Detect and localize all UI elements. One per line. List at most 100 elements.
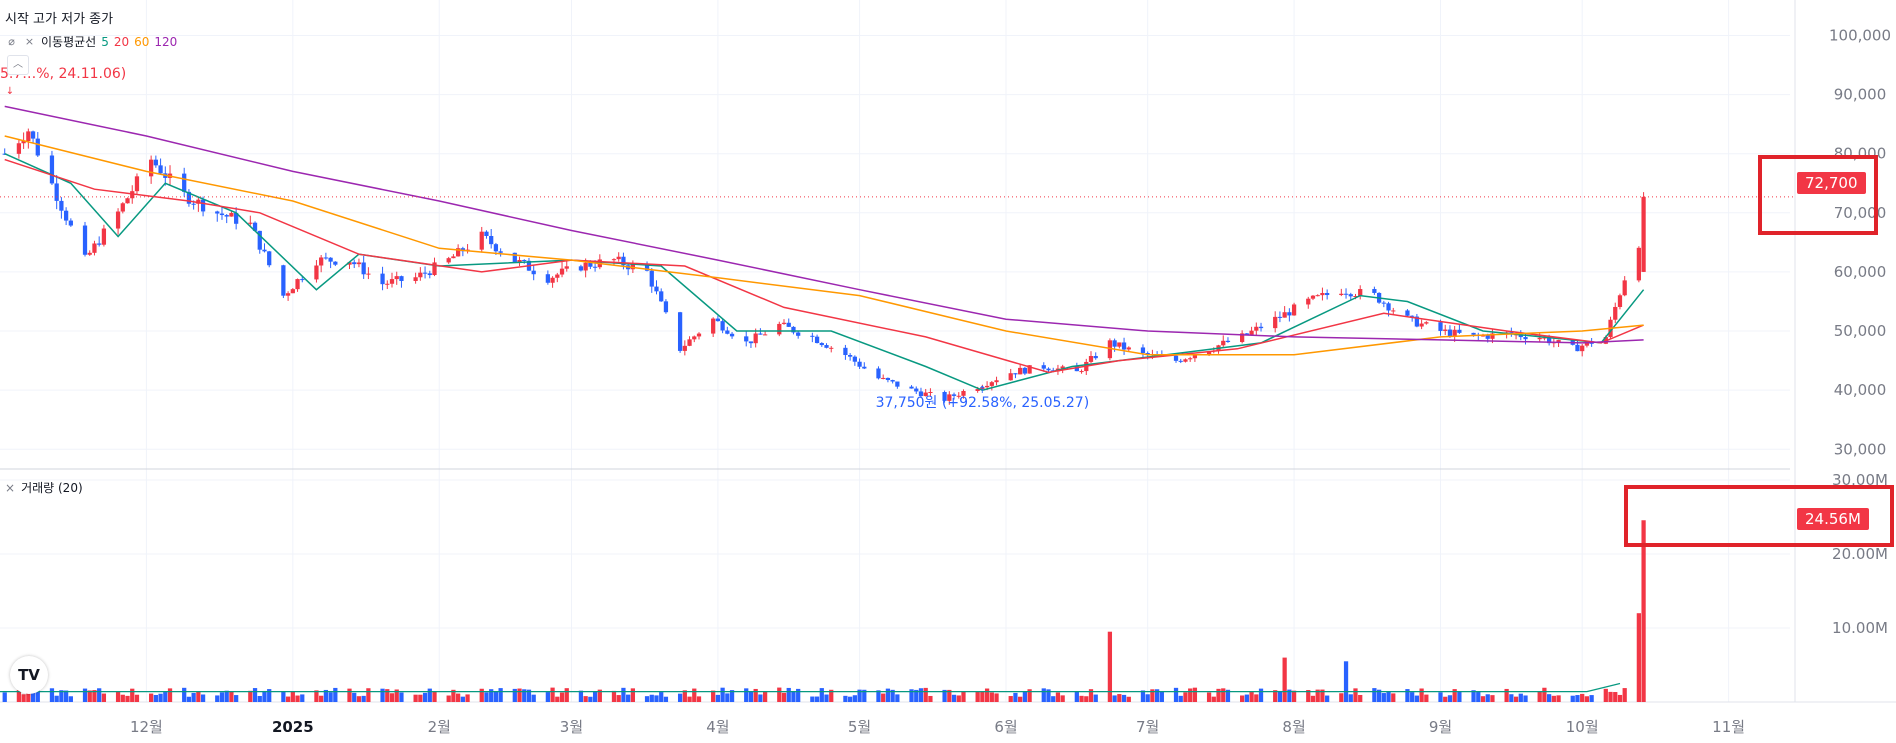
- candle-body[interactable]: [361, 262, 366, 275]
- volume-bar[interactable]: [1320, 689, 1325, 702]
- candle-body[interactable]: [1126, 347, 1131, 350]
- volume-bar[interactable]: [725, 693, 730, 702]
- volume-bar[interactable]: [1178, 695, 1183, 702]
- candle-body[interactable]: [26, 131, 31, 141]
- candle-body[interactable]: [659, 291, 664, 302]
- candle-body[interactable]: [68, 220, 73, 226]
- volume-bar[interactable]: [413, 694, 418, 702]
- candle-body[interactable]: [1490, 333, 1495, 339]
- volume-bar[interactable]: [583, 696, 588, 702]
- candle-body[interactable]: [711, 318, 716, 334]
- candle-body[interactable]: [777, 323, 782, 335]
- candle-body[interactable]: [748, 341, 754, 344]
- volume-bar[interactable]: [229, 691, 234, 702]
- volume-bar[interactable]: [1353, 688, 1358, 702]
- candle-body[interactable]: [1225, 340, 1231, 343]
- volume-bar[interactable]: [26, 687, 31, 702]
- candle-body[interactable]: [616, 256, 621, 260]
- volume-bar[interactable]: [1018, 696, 1023, 702]
- candle-body[interactable]: [1381, 302, 1386, 304]
- volume-bar[interactable]: [961, 691, 966, 702]
- volume-bar[interactable]: [1140, 690, 1146, 702]
- volume-bar[interactable]: [829, 689, 834, 702]
- candle-body[interactable]: [413, 277, 418, 281]
- candle-body[interactable]: [1391, 310, 1396, 312]
- volume-bar[interactable]: [1372, 688, 1377, 702]
- candle-body[interactable]: [1282, 312, 1287, 318]
- volume-bar[interactable]: [1240, 695, 1245, 702]
- volume-bar[interactable]: [422, 692, 428, 702]
- volume-bar[interactable]: [597, 689, 602, 702]
- candle-body[interactable]: [1008, 373, 1013, 381]
- volume-bar[interactable]: [2, 692, 7, 702]
- candle-body[interactable]: [1315, 295, 1320, 297]
- volume-bar[interactable]: [1509, 694, 1514, 702]
- volume-bar[interactable]: [720, 687, 725, 702]
- volume-bar[interactable]: [1457, 691, 1462, 702]
- candle-body[interactable]: [1613, 306, 1618, 320]
- candle-body[interactable]: [328, 257, 333, 262]
- candle-body[interactable]: [252, 222, 258, 231]
- volume-bar[interactable]: [432, 691, 437, 702]
- candle-body[interactable]: [493, 244, 499, 252]
- candle-body[interactable]: [1556, 340, 1561, 343]
- volume-bar[interactable]: [16, 690, 22, 702]
- volume-bar[interactable]: [149, 693, 154, 702]
- candle-body[interactable]: [1306, 298, 1311, 305]
- candle-body[interactable]: [1183, 359, 1188, 362]
- volume-bar[interactable]: [49, 688, 55, 702]
- candle-body[interactable]: [810, 335, 815, 337]
- volume-bar[interactable]: [224, 690, 229, 702]
- volume-bar[interactable]: [890, 689, 895, 702]
- candle-body[interactable]: [451, 256, 456, 259]
- candle-body[interactable]: [630, 264, 636, 270]
- candle-body[interactable]: [696, 333, 702, 337]
- candle-body[interactable]: [267, 251, 272, 266]
- candle-body[interactable]: [347, 262, 352, 265]
- volume-bar[interactable]: [1490, 695, 1495, 702]
- volume-bar[interactable]: [1622, 688, 1627, 702]
- volume-bar[interactable]: [1277, 690, 1283, 702]
- candle-body[interactable]: [479, 231, 484, 250]
- candle-body[interactable]: [182, 173, 187, 192]
- volume-bar[interactable]: [956, 695, 961, 702]
- candle-body[interactable]: [720, 321, 725, 331]
- volume-bar[interactable]: [446, 695, 451, 702]
- volume-bar[interactable]: [1381, 693, 1386, 702]
- candle-body[interactable]: [1580, 345, 1585, 352]
- volume-bar[interactable]: [1636, 613, 1641, 702]
- candle-body[interactable]: [512, 252, 517, 262]
- candle-body[interactable]: [1258, 326, 1264, 329]
- candle-body[interactable]: [319, 257, 324, 266]
- volume-bar[interactable]: [781, 692, 787, 702]
- volume-bar[interactable]: [356, 696, 362, 702]
- volume-bar[interactable]: [252, 688, 258, 702]
- volume-bar[interactable]: [1424, 694, 1429, 702]
- volume-bar[interactable]: [909, 689, 914, 702]
- volume-bar[interactable]: [1386, 691, 1391, 702]
- candle-body[interactable]: [829, 347, 834, 349]
- candle-body[interactable]: [1060, 366, 1065, 369]
- volume-bar[interactable]: [1584, 696, 1590, 702]
- volume-bar[interactable]: [1589, 695, 1594, 702]
- volume-bar[interactable]: [682, 690, 687, 702]
- volume-bar[interactable]: [1580, 693, 1585, 702]
- volume-bar[interactable]: [1013, 692, 1018, 702]
- candle-body[interactable]: [248, 222, 253, 224]
- candle-body[interactable]: [380, 273, 385, 285]
- candle-body[interactable]: [1358, 289, 1363, 297]
- candle-body[interactable]: [1249, 330, 1254, 335]
- volume-bar[interactable]: [215, 695, 220, 702]
- volume-bar[interactable]: [167, 688, 173, 702]
- volume-bar[interactable]: [1547, 694, 1552, 702]
- volume-bar[interactable]: [663, 696, 669, 702]
- volume-bar[interactable]: [559, 692, 565, 702]
- volume-bar[interactable]: [659, 692, 664, 702]
- candle-body[interactable]: [385, 283, 390, 285]
- candle-body[interactable]: [980, 387, 985, 390]
- candle-body[interactable]: [819, 343, 824, 346]
- candle-body[interactable]: [1240, 333, 1245, 343]
- candle-body[interactable]: [97, 243, 102, 245]
- volume-bar[interactable]: [1211, 696, 1216, 702]
- volume-bar[interactable]: [134, 694, 140, 702]
